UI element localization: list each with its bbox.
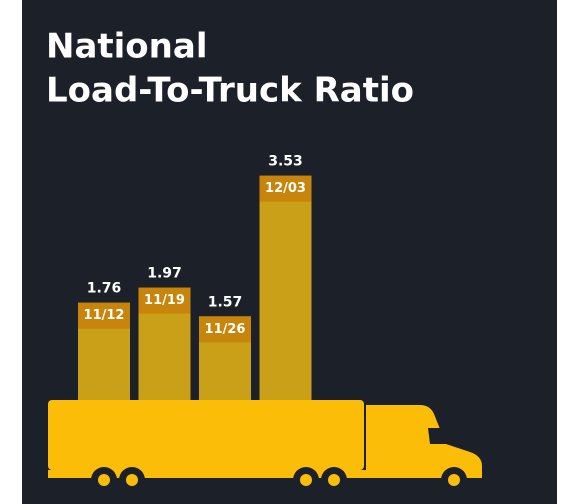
category-label: 11/12 xyxy=(84,308,125,323)
value-label: 1.57 xyxy=(208,294,243,310)
bar-cap xyxy=(78,302,130,329)
category-label: 12/03 xyxy=(265,181,306,196)
cab-window xyxy=(428,428,452,444)
hub xyxy=(300,474,312,486)
hub xyxy=(98,474,110,486)
bar xyxy=(259,175,312,429)
cab xyxy=(366,405,482,478)
trailer xyxy=(48,400,364,470)
bar-cap xyxy=(199,316,251,343)
value-label: 3.53 xyxy=(268,154,303,170)
hub xyxy=(328,474,340,486)
chart-title: National xyxy=(46,27,207,67)
hub xyxy=(126,474,138,486)
bar-cap xyxy=(259,175,312,202)
value-label: 1.97 xyxy=(147,266,182,282)
value-label: 1.76 xyxy=(87,281,122,297)
bar-cap xyxy=(138,287,191,314)
truck xyxy=(48,400,482,493)
hub xyxy=(448,474,460,486)
category-label: 11/19 xyxy=(144,293,185,308)
category-label: 11/26 xyxy=(205,322,246,337)
chart-subtitle: Load-To-Truck Ratio xyxy=(46,71,414,111)
chassis xyxy=(48,470,482,478)
